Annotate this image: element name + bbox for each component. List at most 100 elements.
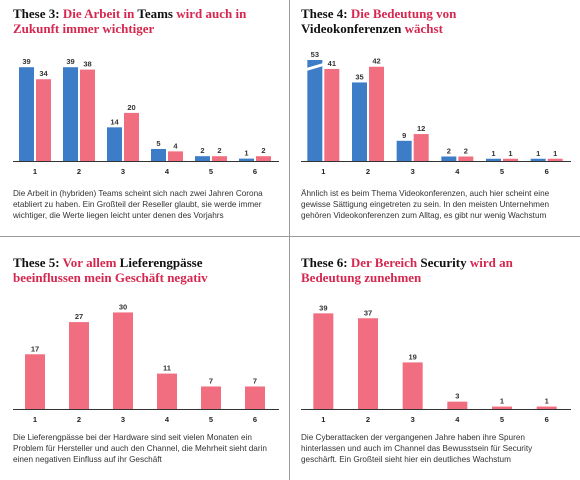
value-label: 39 [319,303,327,312]
value-label: 2 [217,146,221,155]
value-label: 2 [261,146,265,155]
tick-label: 6 [253,167,257,176]
value-label: 34 [39,69,48,78]
tick-label: 2 [366,167,370,176]
bar-a-3 [113,312,133,409]
value-label: 2 [447,147,451,156]
bar-a-2 [63,67,78,161]
bar-a-5 [195,156,210,161]
tick-label: 1 [33,167,37,176]
value-label: 39 [66,57,74,66]
value-label: 2 [464,147,468,156]
bar-a-6 [536,406,557,409]
bar-b-2 [369,66,384,161]
horizontal-divider [0,236,580,237]
chart-these-5: 17 1 27 2 30 3 11 4 7 5 7 6 [13,302,279,424]
bar-b-4 [458,156,474,161]
bar-a-2 [352,82,367,161]
tick-label: 5 [500,167,504,176]
value-label: 14 [110,117,119,126]
value-label: 20 [127,103,135,112]
bar-a-1 [19,67,34,161]
chart-these-3: 39 34 1 39 38 2 14 20 3 5 4 4 2 2 5 1 2 6 [13,57,279,176]
value-label: 41 [328,59,336,68]
panel-title: These 3: Die Arbeit in Teams wird auch i… [13,6,247,36]
tick-label: 4 [455,415,460,424]
panel-these-5: These 5: Vor allem Lieferengpässe beeinf… [13,255,281,477]
bar-b-6 [547,158,563,161]
bar-a-4 [441,156,457,161]
value-label: 1 [553,149,557,158]
value-label: 2 [200,146,204,155]
bar-a-6 [239,158,254,161]
bar-b-3 [413,134,429,161]
bar-b-5 [212,156,227,161]
tick-label: 2 [77,167,81,176]
tick-label: 4 [165,167,170,176]
bar-a-5 [486,158,501,161]
panel-these-3: These 3: Die Arbeit in Teams wird auch i… [13,6,281,231]
value-label: 4 [173,141,178,150]
tick-label: 6 [545,415,549,424]
bar-b-6 [256,156,271,161]
bar-a-2 [69,322,89,409]
tick-label: 3 [411,415,415,424]
value-label: 42 [372,57,380,66]
tick-label: 4 [455,167,460,176]
value-label: 9 [402,131,406,140]
bar-a-3 [396,140,412,161]
value-label: 39 [22,57,30,66]
value-label: 1 [536,149,540,158]
bar-b-1 [36,79,51,161]
panel-these-4: These 4: Die Bedeutung von Videokonferen… [301,6,573,231]
tick-label: 1 [321,167,325,176]
bar-a-4 [151,148,166,161]
tick-label: 6 [545,167,549,176]
bar-b-5 [503,158,518,161]
panel-description: Die Lieferengpässe bei der Hardware sind… [13,433,267,464]
panel-these-6: These 6: Der Bereich Security wird an Be… [301,255,573,477]
bar-a-5 [201,386,221,409]
tick-label: 5 [209,167,213,176]
tick-label: 5 [209,415,213,424]
value-label: 3 [455,392,459,401]
value-label: 1 [244,149,248,158]
bar-a-6 [245,386,265,409]
bar-a-1 [307,60,323,161]
value-label: 7 [209,376,213,385]
value-label: 37 [364,308,372,317]
value-label: 30 [119,302,127,311]
chart-these-6: 39 1 37 2 19 3 3 4 1 5 1 6 [301,303,571,424]
bar-b-3 [124,112,139,161]
tick-label: 6 [253,415,257,424]
tick-label: 1 [33,415,37,424]
bar-b-4 [168,151,183,161]
value-label: 19 [408,352,416,361]
panel-description: Ähnlich ist es beim Thema Videokonferenz… [301,189,550,220]
tick-label: 2 [366,415,370,424]
value-label: 11 [163,364,171,373]
vertical-divider [289,0,290,480]
value-label: 5 [156,139,160,148]
bar-b-1 [324,68,340,161]
value-label: 1 [508,149,512,158]
axis-break-mark [306,63,324,71]
value-label: 1 [491,149,495,158]
panel-title: These 6: Der Bereich Security wird an Be… [301,255,513,285]
value-label: 38 [83,60,91,69]
bar-a-6 [530,158,546,161]
value-label: 17 [31,344,39,353]
panel-description: Die Cyberattacken der vergangenen Jahre … [301,433,533,464]
tick-label: 4 [165,415,170,424]
bar-a-1 [313,313,334,409]
bar-a-3 [402,362,423,409]
panel-description: Die Arbeit in (hybriden) Teams scheint s… [13,189,263,220]
bar-a-5 [492,406,512,409]
value-label: 12 [417,124,425,133]
tick-label: 3 [121,415,125,424]
tick-label: 5 [500,415,504,424]
tick-label: 2 [77,415,81,424]
value-label: 27 [75,312,83,321]
bar-a-1 [25,354,45,409]
